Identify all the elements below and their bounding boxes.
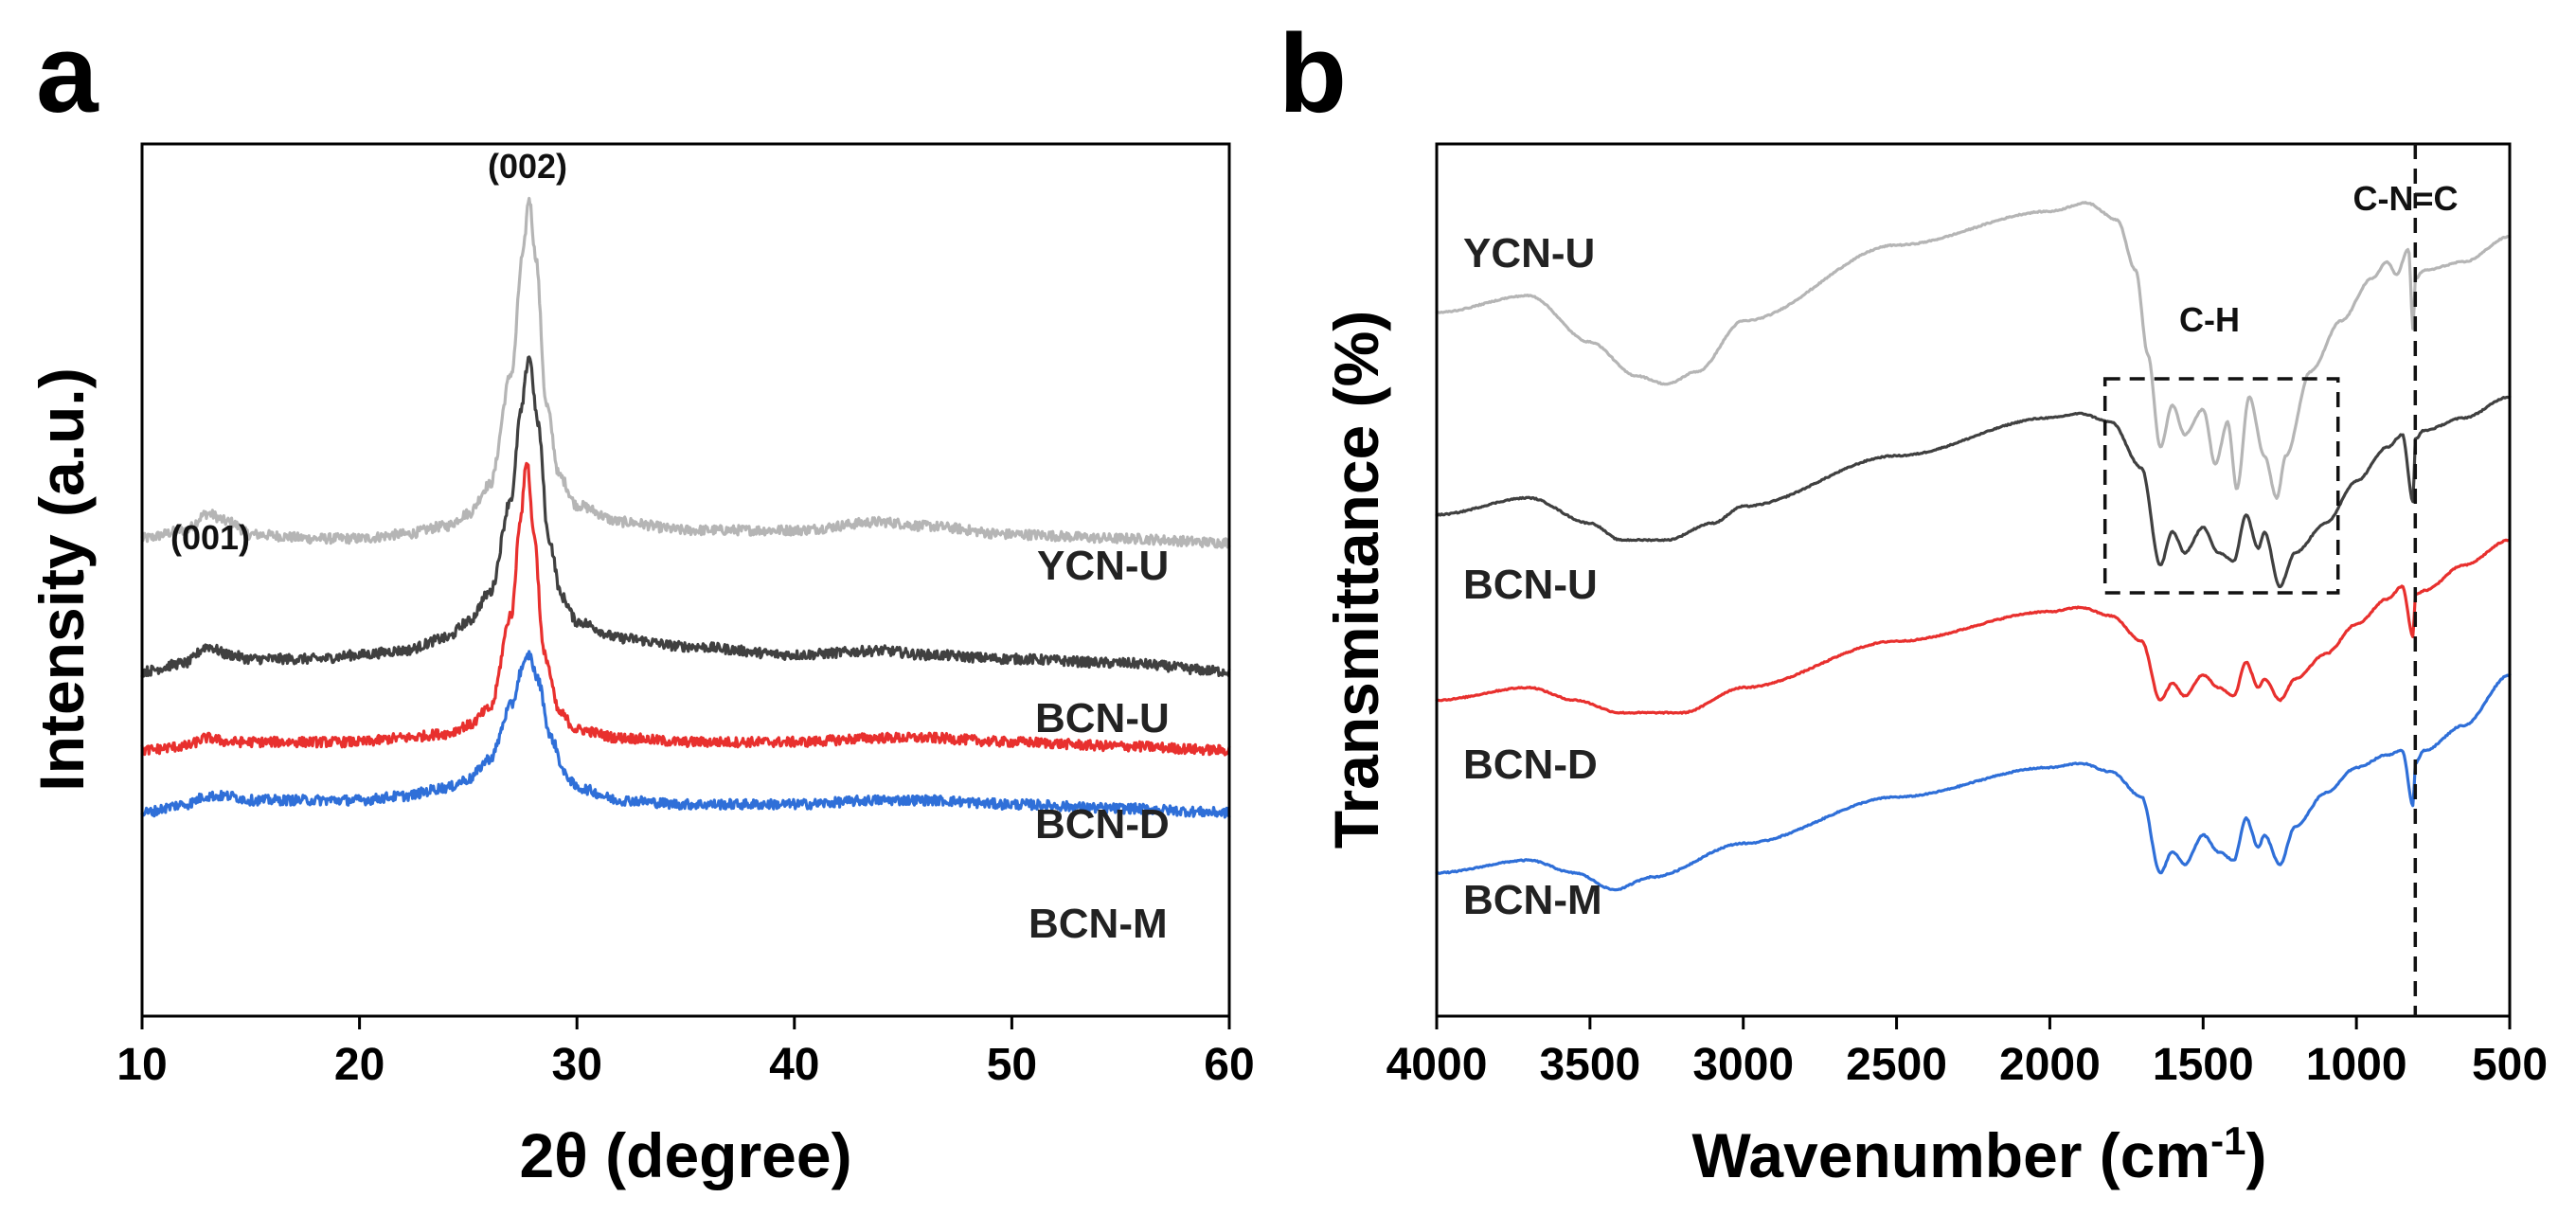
ftir-ch-region-box [2102,377,2340,595]
ftir-x-tick-label: 2500 [1846,1040,1947,1090]
xrd-series-bcn-u [140,355,1231,678]
xrd-x-ticks [140,1016,1231,1029]
ftir-x-tick-label: 2000 [1999,1040,2101,1090]
xrd-y-axis-title: Intensity (a.u.) [27,367,97,791]
xrd-label-bcn-d: BCN-D [1035,801,1170,848]
ftir-x-axis-title: Wavenumber (cm-1) [1691,1118,2266,1190]
xrd-x-tick-label: 40 [769,1040,819,1090]
ftir-traces [1435,201,2512,892]
ftir-annotation-cnc: C-N=C [2352,179,2458,218]
xrd-traces [140,196,1231,819]
ftir-x-tick-label: 1000 [2306,1040,2407,1090]
ftir-x-axis-title-suffix: ) [2246,1120,2267,1190]
xrd-label-bcn-u: BCN-U [1035,695,1170,742]
ftir-x-tick-labels: 4000 3500 3000 2500 2000 1500 1000 500 [1386,1040,2548,1090]
ftir-series-bcn-d [1435,538,2512,715]
ftir-annotation-ch: C-H [2179,300,2240,339]
xrd-x-tick-label: 30 [552,1040,602,1090]
ftir-panel: b 4000 3500 3000 2500 2000 1500 1000 500 C-H C-… [1279,11,2548,1190]
ftir-label-ycn-u: YCN-U [1463,230,1595,277]
ftir-series-ycn-u [1435,201,2512,500]
xrd-x-tick-label: 60 [1204,1040,1254,1090]
ftir-label-bcn-u: BCN-U [1463,562,1598,608]
ftir-x-tick-label: 3000 [1692,1040,1794,1090]
xrd-x-axis-title: 2θ (degree) [519,1120,851,1190]
xrd-x-tick-label: 10 [116,1040,167,1090]
xrd-label-ycn-u: YCN-U [1037,543,1169,589]
ftir-x-axis-title-main: Wavenumber (cm [1691,1120,2210,1190]
xrd-series-bcn-d [140,461,1231,757]
xrd-panel: a 10 20 30 40 50 60 (001) (002) YCN-U BCN-U B… [27,11,1255,1190]
xrd-plot-frame [140,142,1231,1018]
ftir-x-tick-label: 3500 [1539,1040,1640,1090]
ftir-series-bcn-m [1435,672,2512,892]
ftir-x-axis-title-superscript: -1 [2210,1118,2245,1163]
ftir-series-bcn-u [1435,395,2512,589]
xrd-series-bcn-m [140,650,1231,819]
xrd-panel-letter: a [36,11,99,136]
ftir-y-axis-title: Transmittance (%) [1321,311,1391,849]
ftir-panel-letter: b [1279,11,1347,136]
xrd-x-tick-label: 20 [334,1040,385,1090]
xrd-annotation-002: (002) [488,147,567,186]
ftir-x-tick-label: 4000 [1386,1040,1488,1090]
ftir-x-ticks [1435,1016,2512,1029]
ftir-x-tick-label: 1500 [2153,1040,2254,1090]
xrd-x-tick-labels: 10 20 30 40 50 60 [116,1040,1254,1090]
xrd-annotation-001: (001) [170,518,250,557]
xrd-x-tick-label: 50 [987,1040,1037,1090]
ftir-label-bcn-m: BCN-M [1463,877,1602,923]
xrd-series-ycn-u [140,196,1231,549]
xrd-label-bcn-m: BCN-M [1029,901,1168,947]
ftir-label-bcn-d: BCN-D [1463,742,1598,788]
ftir-plot-frame [1435,142,2512,1018]
ftir-x-tick-label: 500 [2472,1040,2548,1090]
